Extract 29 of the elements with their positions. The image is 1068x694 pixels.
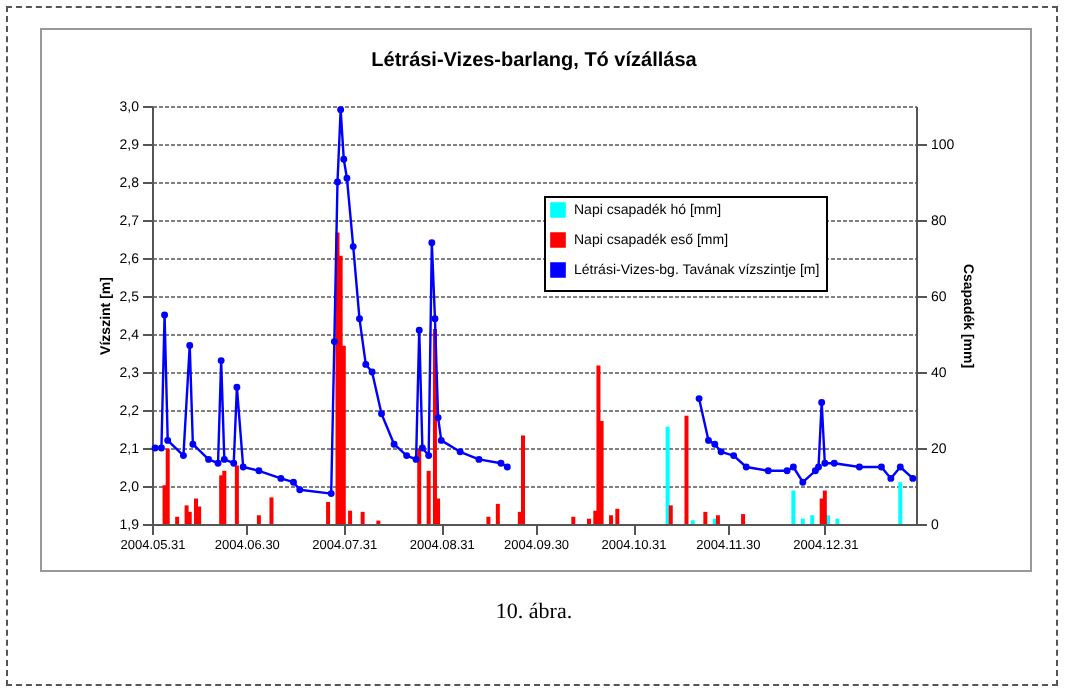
bar bbox=[615, 508, 620, 524]
text: 10. ábra. bbox=[493, 600, 575, 624]
bar bbox=[609, 515, 614, 524]
bar bbox=[835, 518, 840, 524]
bar bbox=[486, 516, 491, 524]
bar bbox=[269, 497, 274, 524]
bar bbox=[668, 505, 673, 524]
bar bbox=[495, 503, 500, 524]
bar bbox=[703, 511, 708, 524]
bar bbox=[665, 426, 670, 524]
bar bbox=[222, 470, 227, 524]
bar bbox=[360, 511, 365, 524]
bar bbox=[521, 435, 525, 524]
bar bbox=[326, 501, 331, 524]
bar bbox=[810, 515, 815, 524]
bar bbox=[596, 365, 601, 524]
bar bbox=[898, 482, 903, 524]
bar bbox=[197, 506, 202, 524]
bar bbox=[165, 448, 170, 524]
bar bbox=[684, 415, 689, 524]
bar bbox=[822, 490, 827, 524]
bar bbox=[587, 518, 592, 524]
chart-title: Létrási-Vizes-barlang, Tó vízállása bbox=[371, 50, 698, 72]
bar bbox=[800, 518, 805, 524]
bar bbox=[256, 515, 261, 524]
bar bbox=[571, 516, 576, 524]
bar bbox=[791, 490, 796, 524]
bar bbox=[741, 514, 746, 524]
bar bbox=[175, 516, 180, 524]
